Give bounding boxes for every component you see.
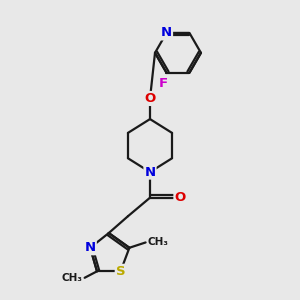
Text: O: O — [174, 191, 186, 204]
Text: F: F — [159, 76, 168, 89]
Text: N: N — [85, 241, 96, 254]
Text: N: N — [161, 26, 172, 39]
Text: CH₃: CH₃ — [62, 273, 83, 283]
Text: O: O — [144, 92, 156, 105]
Text: CH₃: CH₃ — [147, 238, 168, 248]
Text: N: N — [144, 166, 156, 178]
Text: S: S — [116, 265, 125, 278]
